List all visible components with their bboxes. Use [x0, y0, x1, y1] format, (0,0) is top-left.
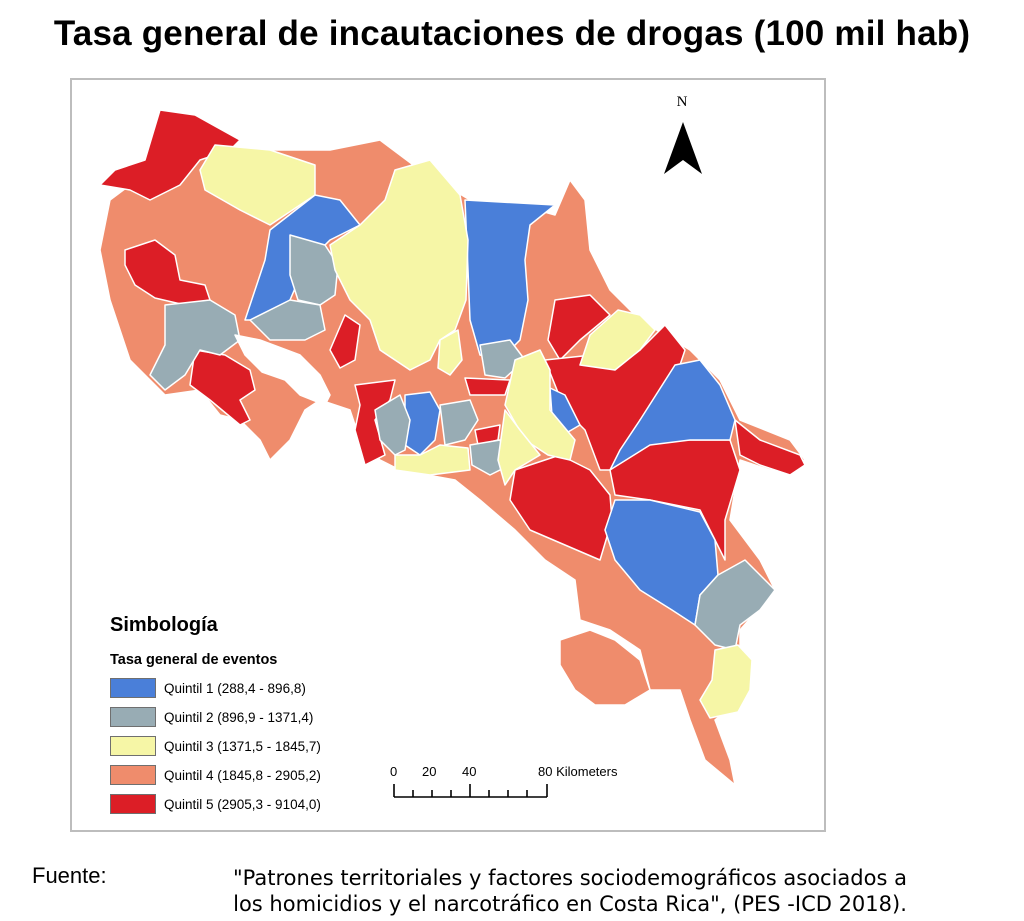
region-q4-osa: [559, 629, 651, 706]
legend-swatch-quintil-1: [110, 678, 156, 698]
region-q5-northwest: [99, 109, 241, 201]
region-q2-puriscal: [439, 399, 479, 446]
region-q3-guacimo: [579, 309, 656, 371]
legend-swatch-quintil-4: [110, 765, 156, 785]
region-q3-dota: [497, 409, 541, 486]
legend-item-quintil-5: Quintil 5 (2905,3 - 9104,0): [110, 792, 321, 816]
legend-label-quintil-4: Quintil 4 (1845,8 - 2905,2): [164, 767, 321, 783]
region-q5-sanjose: [464, 377, 511, 396]
scale-bar-labels: 0 20 40 80 Kilometers: [386, 764, 636, 784]
region-q2-abangares: [249, 299, 326, 341]
region-q3-golfito: [699, 644, 753, 719]
region-q3-los-chiles: [329, 159, 469, 371]
legend-label-quintil-5: Quintil 5 (2905,3 - 9104,0): [164, 796, 321, 812]
region-q3-mora: [394, 444, 471, 476]
region-q5-perez-zeledon: [509, 454, 613, 561]
north-label: N: [676, 94, 688, 110]
region-q3-la-cruz: [199, 144, 316, 226]
region-q2-nicoya: [149, 299, 241, 391]
scale-label-40: 40: [462, 764, 477, 779]
legend-label-quintil-1: Quintil 1 (288,4 - 896,8): [164, 680, 306, 696]
legend-label-quintil-3: Quintil 3 (1371,5 - 1845,7): [164, 738, 321, 754]
scale-label-80-kilometers: 80 Kilometers: [538, 764, 618, 779]
legend-item-quintil-2: Quintil 2 (896,9 - 1371,4): [110, 705, 313, 729]
region-q2-guatuso: [289, 234, 339, 306]
legend-label-quintil-2: Quintil 2 (896,9 - 1371,4): [164, 709, 314, 725]
map-title: Tasa general de incautaciones de drogas …: [53, 14, 971, 53]
source-text: "Patrones territoriales y factores socio…: [233, 866, 907, 916]
scale-bar: [393, 784, 548, 798]
scale-label-20: 20: [422, 764, 437, 779]
legend-title: Simbología: [110, 614, 218, 636]
legend-swatch-quintil-2: [110, 707, 156, 727]
region-q5-puntarenas: [354, 379, 396, 466]
region-q5-sarapiqui: [547, 294, 611, 361]
legend-item-quintil-3: Quintil 3 (1371,5 - 1845,7): [110, 734, 321, 758]
legend-subtitle: Tasa general de eventos: [110, 652, 278, 668]
gulf-of-nicoya: [234, 334, 331, 406]
legend-item-quintil-4: Quintil 4 (1845,8 - 2905,2): [110, 763, 321, 787]
region-q5-central-west: [329, 314, 361, 369]
legend-swatch-quintil-3: [110, 736, 156, 756]
north-arrow-icon: [664, 122, 702, 174]
legend-swatch-quintil-5: [110, 794, 156, 814]
region-q2-coto-brus: [694, 559, 776, 651]
region-q2-orotina: [374, 394, 411, 456]
region-q1-cartago: [549, 387, 581, 433]
source-label: Fuente:: [32, 863, 107, 888]
region-q1-siquirres: [609, 359, 736, 471]
region-q1-san-carlos: [464, 199, 556, 361]
legend-item-quintil-1: Quintil 1 (288,4 - 896,8): [110, 676, 306, 700]
scale-label-0: 0: [390, 764, 398, 779]
region-q5-nicoya: [189, 349, 256, 426]
region-q5-limon-coast: [734, 419, 806, 476]
region-q3-grecia: [437, 329, 463, 376]
